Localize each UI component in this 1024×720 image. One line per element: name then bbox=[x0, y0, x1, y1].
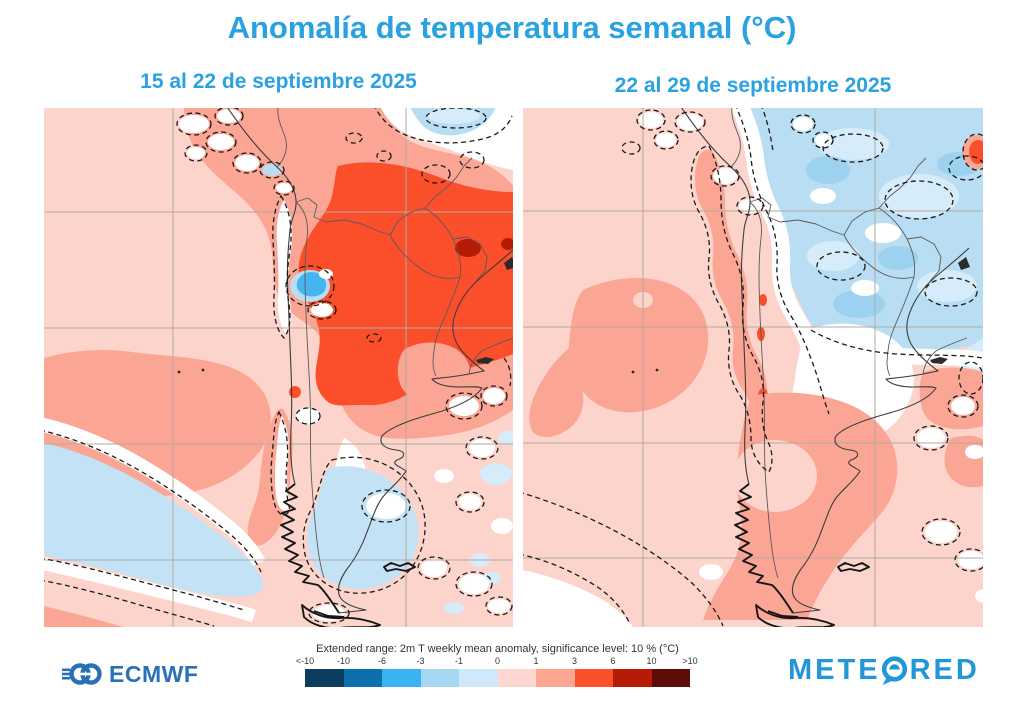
legend-tick-label: -3 bbox=[416, 656, 425, 666]
significance-contours-week2 bbox=[523, 108, 983, 627]
anomaly-fills-week1 bbox=[44, 108, 513, 627]
legend-color-cell bbox=[613, 669, 652, 687]
map-week2 bbox=[523, 108, 983, 627]
legend-tick-label: 3 bbox=[571, 656, 578, 666]
gridlines-week1 bbox=[44, 108, 513, 627]
legend-tick-label: 0 bbox=[494, 656, 501, 666]
meteored-label-suffix: RED bbox=[909, 654, 980, 686]
ecmwf-label: ECMWF bbox=[109, 660, 199, 687]
panel-1-date-label: 15 al 22 de septiembre 2025 bbox=[140, 70, 417, 93]
legend-tick-label: <-10 bbox=[295, 656, 315, 666]
panel-2-date-label: 22 al 29 de septiembre 2025 bbox=[614, 74, 892, 97]
legend-color-cell bbox=[343, 669, 382, 687]
legend-color-cell bbox=[651, 669, 690, 687]
legend-color-cell bbox=[497, 669, 536, 687]
legend-tick-label: 10 bbox=[646, 656, 657, 666]
legend-color-cell bbox=[459, 669, 498, 687]
legend-tick-label: >10 bbox=[682, 656, 698, 666]
map-week1 bbox=[44, 108, 513, 627]
ecmwf-icon bbox=[62, 663, 102, 685]
legend-tick-label: 1 bbox=[533, 656, 539, 666]
legend-color-cell bbox=[574, 669, 613, 687]
legend-tick-label: -1 bbox=[454, 656, 464, 666]
legend-color-cell bbox=[382, 669, 421, 687]
meteored-logo: METE RED bbox=[788, 654, 980, 687]
ecmwf-logo: ECMWF bbox=[62, 660, 198, 688]
meteored-label-prefix: METE bbox=[788, 654, 881, 686]
significance-contours-week1 bbox=[44, 108, 513, 627]
legend-tick-label: -6 bbox=[377, 656, 387, 666]
legend-color-cell bbox=[305, 669, 344, 687]
legend-color-cell bbox=[536, 669, 575, 687]
legend-tick-label: -10 bbox=[336, 656, 351, 666]
legend-ticks: <-10 -10 -6 -3 -1 0 1 3 6 10 >10 bbox=[296, 656, 698, 667]
map-week1-svg bbox=[44, 108, 513, 627]
legend-tick-label: 6 bbox=[610, 656, 616, 666]
anomaly-fills-week2 bbox=[523, 108, 983, 627]
legend-bar bbox=[305, 669, 690, 687]
legend: Extended range: 2m T weekly mean anomaly… bbox=[296, 643, 698, 687]
legend-title: Extended range: 2m T weekly mean anomaly… bbox=[316, 643, 679, 655]
map-week2-svg bbox=[523, 108, 983, 627]
meteored-bubble-icon bbox=[881, 655, 907, 685]
page-title: Anomalía de temperatura semanal (°C) bbox=[227, 10, 797, 45]
legend-color-cell bbox=[420, 669, 459, 687]
